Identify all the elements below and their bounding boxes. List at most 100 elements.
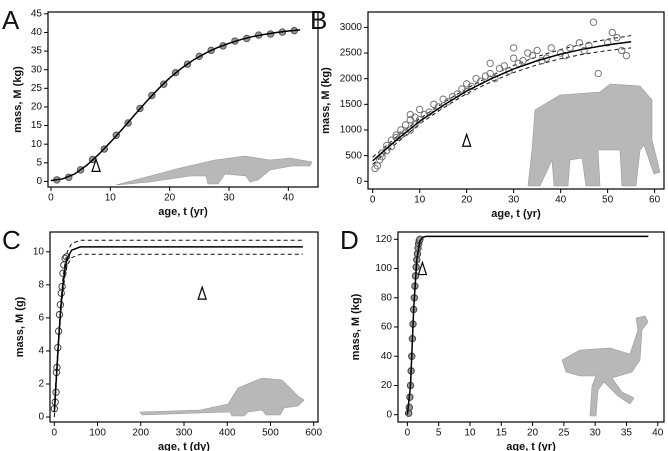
- data-point: [566, 44, 574, 52]
- x-tick-label: 30: [223, 193, 235, 204]
- y-tick-label: 2000: [340, 73, 363, 84]
- y-tick-label: 1500: [340, 99, 363, 110]
- y-tick-label: 10: [31, 139, 43, 150]
- data-point: [542, 54, 551, 62]
- fit-line: [53, 246, 303, 413]
- x-tick-label: 20: [527, 428, 539, 439]
- y-tick-label: 40: [381, 351, 393, 362]
- y-tick-label: 60: [381, 322, 393, 333]
- data-point: [61, 254, 69, 263]
- y-tick-label: 2500: [340, 48, 363, 59]
- y-tick-label: 10: [33, 246, 45, 257]
- y-tick-label: 5: [36, 157, 42, 168]
- panel-label: A: [2, 5, 20, 35]
- y-tick-label: 25: [31, 83, 43, 94]
- x-tick-label: 500: [262, 428, 279, 439]
- x-tick-label: 0: [52, 428, 58, 439]
- x-tick-label: 5: [436, 428, 442, 439]
- y-axis-title: mass, M (kg): [320, 67, 332, 134]
- y-tick-label: 80: [381, 292, 393, 303]
- y-axis-title: mass, M (g): [14, 296, 26, 357]
- y-tick-label: 45: [31, 9, 43, 20]
- x-tick-label: 10: [414, 195, 426, 206]
- data-point: [589, 18, 598, 26]
- y-tick-label: 20: [381, 380, 393, 391]
- inflection-marker: [197, 285, 207, 300]
- x-axis-title: age, t (yr): [158, 206, 208, 218]
- y-axis-title: mass, M (kg): [350, 293, 362, 360]
- y-tick-label: 20: [31, 102, 43, 113]
- data-point: [509, 54, 518, 62]
- x-tick-label: 0: [370, 195, 376, 206]
- inflection-marker: [417, 260, 428, 276]
- y-tick-label: 0: [38, 412, 44, 423]
- y-tick-label: 0: [36, 176, 42, 187]
- data-point: [486, 69, 494, 78]
- x-axis-title: age, t (yr): [491, 208, 541, 220]
- x-tick-label: 10: [464, 428, 476, 439]
- confidence-band: [53, 253, 303, 418]
- y-tick-label: 500: [345, 150, 362, 161]
- y-tick-label: 100: [375, 263, 392, 274]
- x-tick-label: 10: [105, 193, 117, 204]
- data-point: [622, 51, 631, 60]
- data-point: [613, 33, 621, 42]
- data-point: [528, 51, 537, 60]
- y-tick-label: 3000: [340, 22, 363, 33]
- data-point: [608, 28, 617, 37]
- x-tick-label: 30: [590, 428, 602, 439]
- x-tick-label: 100: [89, 428, 106, 439]
- plot-frame: [47, 11, 319, 188]
- x-tick-label: 20: [461, 195, 473, 206]
- y-tick-label: 2: [38, 379, 44, 390]
- data-point: [405, 403, 413, 412]
- data-point: [519, 57, 527, 65]
- x-tick-label: 30: [508, 195, 520, 206]
- data-point: [401, 121, 410, 129]
- y-tick-label: 0: [386, 409, 392, 420]
- x-tick-label: 15: [496, 428, 508, 439]
- data-point: [392, 131, 400, 139]
- x-tick-label: 400: [219, 428, 236, 439]
- data-point: [371, 164, 379, 173]
- elephant-silhouette: [527, 83, 661, 187]
- panel-label: D: [340, 225, 359, 255]
- y-tick-label: 8: [38, 280, 44, 291]
- data-point: [547, 44, 555, 52]
- confidence-band: [372, 47, 632, 165]
- x-axis-title: age, t (dy): [158, 441, 210, 451]
- data-point: [575, 39, 584, 47]
- inflection-marker: [461, 132, 472, 147]
- x-tick-label: 0: [405, 428, 411, 439]
- x-tick-label: 600: [305, 428, 322, 439]
- data-point: [444, 98, 452, 106]
- fit-line: [406, 235, 649, 415]
- x-tick-label: 35: [621, 428, 633, 439]
- x-tick-label: 20: [164, 193, 176, 204]
- data-point: [594, 69, 602, 78]
- x-tick-label: 40: [555, 195, 567, 206]
- y-tick-label: 0: [356, 176, 362, 187]
- data-point: [509, 44, 518, 52]
- data-point: [618, 46, 626, 55]
- inflection-marker: [91, 157, 101, 173]
- data-point: [415, 105, 424, 114]
- y-tick-label: 15: [31, 120, 43, 131]
- y-tick-label: 120: [375, 234, 392, 245]
- plot-frame: [367, 11, 665, 190]
- x-tick-label: 50: [602, 195, 614, 206]
- y-tick-label: 40: [31, 27, 43, 38]
- y-tick-label: 30: [31, 64, 43, 75]
- panel-label: B: [310, 5, 327, 35]
- data-point: [486, 59, 494, 68]
- x-tick-label: 0: [48, 193, 54, 204]
- x-tick-label: 300: [176, 428, 193, 439]
- y-tick-label: 35: [31, 46, 43, 57]
- shrew-silhouette: [139, 377, 305, 417]
- y-tick-label: 6: [38, 313, 44, 324]
- x-tick-label: 40: [283, 193, 295, 204]
- x-tick-label: 200: [132, 428, 149, 439]
- data-point: [373, 162, 382, 170]
- y-tick-label: 1000: [340, 125, 363, 136]
